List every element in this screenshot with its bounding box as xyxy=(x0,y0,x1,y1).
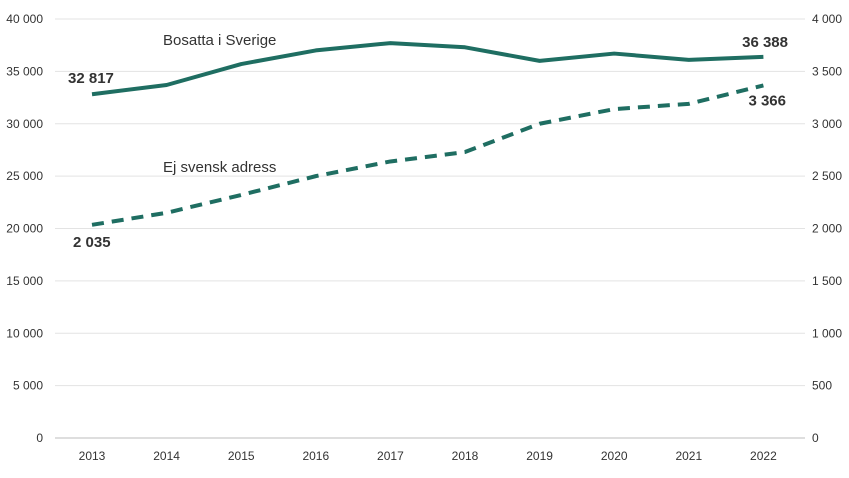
left-tick-label: 40 000 xyxy=(6,12,43,26)
left-tick-label: 30 000 xyxy=(6,117,43,131)
grid-lines xyxy=(55,18,805,439)
right-tick-label: 500 xyxy=(812,379,832,393)
right-tick-label: 0 xyxy=(812,431,819,445)
x-tick-label: 2020 xyxy=(601,449,628,463)
series-lines xyxy=(91,41,764,227)
series-name-label: Ej svensk adress xyxy=(163,159,276,176)
left-tick-label: 10 000 xyxy=(6,326,43,340)
data-label: 2 035 xyxy=(73,234,111,251)
x-tick-label: 2017 xyxy=(377,449,404,463)
x-tick-label: 2013 xyxy=(79,449,106,463)
series-line-bosatta xyxy=(91,41,764,97)
series-name-label: Bosatta i Sverige xyxy=(163,32,276,49)
right-tick-label: 2 500 xyxy=(812,169,842,183)
x-tick-label: 2016 xyxy=(302,449,329,463)
x-tick-label: 2021 xyxy=(675,449,702,463)
right-tick-label: 1 000 xyxy=(812,326,842,340)
series-line-ej-svensk xyxy=(91,83,764,227)
left-tick-label: 25 000 xyxy=(6,169,43,183)
right-tick-label: 3 000 xyxy=(812,117,842,131)
x-tick-label: 2014 xyxy=(153,449,180,463)
x-tick-label: 2019 xyxy=(526,449,553,463)
data-label: 3 366 xyxy=(748,92,786,109)
right-tick-label: 4 000 xyxy=(812,12,842,26)
data-label: 32 817 xyxy=(68,70,114,87)
left-tick-label: 35 000 xyxy=(6,64,43,78)
left-tick-label: 5 000 xyxy=(13,379,43,393)
series-labels: 32 817 36 388 Bosatta i Sverige 2 035 3 366 E… xyxy=(68,32,788,251)
left-tick-label: 15 000 xyxy=(6,274,43,288)
x-tick-label: 2018 xyxy=(452,449,479,463)
x-tick-label: 2022 xyxy=(750,449,777,463)
right-tick-label: 1 500 xyxy=(812,274,842,288)
x-axis-ticks: 2013 2014 2015 2016 2017 2018 2019 2020 2021 2022 xyxy=(79,449,777,463)
right-tick-label: 2 000 xyxy=(812,222,842,236)
left-tick-label: 20 000 xyxy=(6,222,43,236)
x-tick-label: 2015 xyxy=(228,449,255,463)
left-tick-label: 0 xyxy=(36,431,43,445)
data-label: 36 388 xyxy=(742,34,788,51)
right-tick-label: 3 500 xyxy=(812,64,842,78)
left-axis-ticks: 0 5 000 10 000 15 000 20 000 25 000 30 000 35 0… xyxy=(6,12,43,445)
right-axis-ticks: 0 500 1 000 1 500 2 000 2 500 3 000 3 500 4 000 xyxy=(812,12,842,445)
